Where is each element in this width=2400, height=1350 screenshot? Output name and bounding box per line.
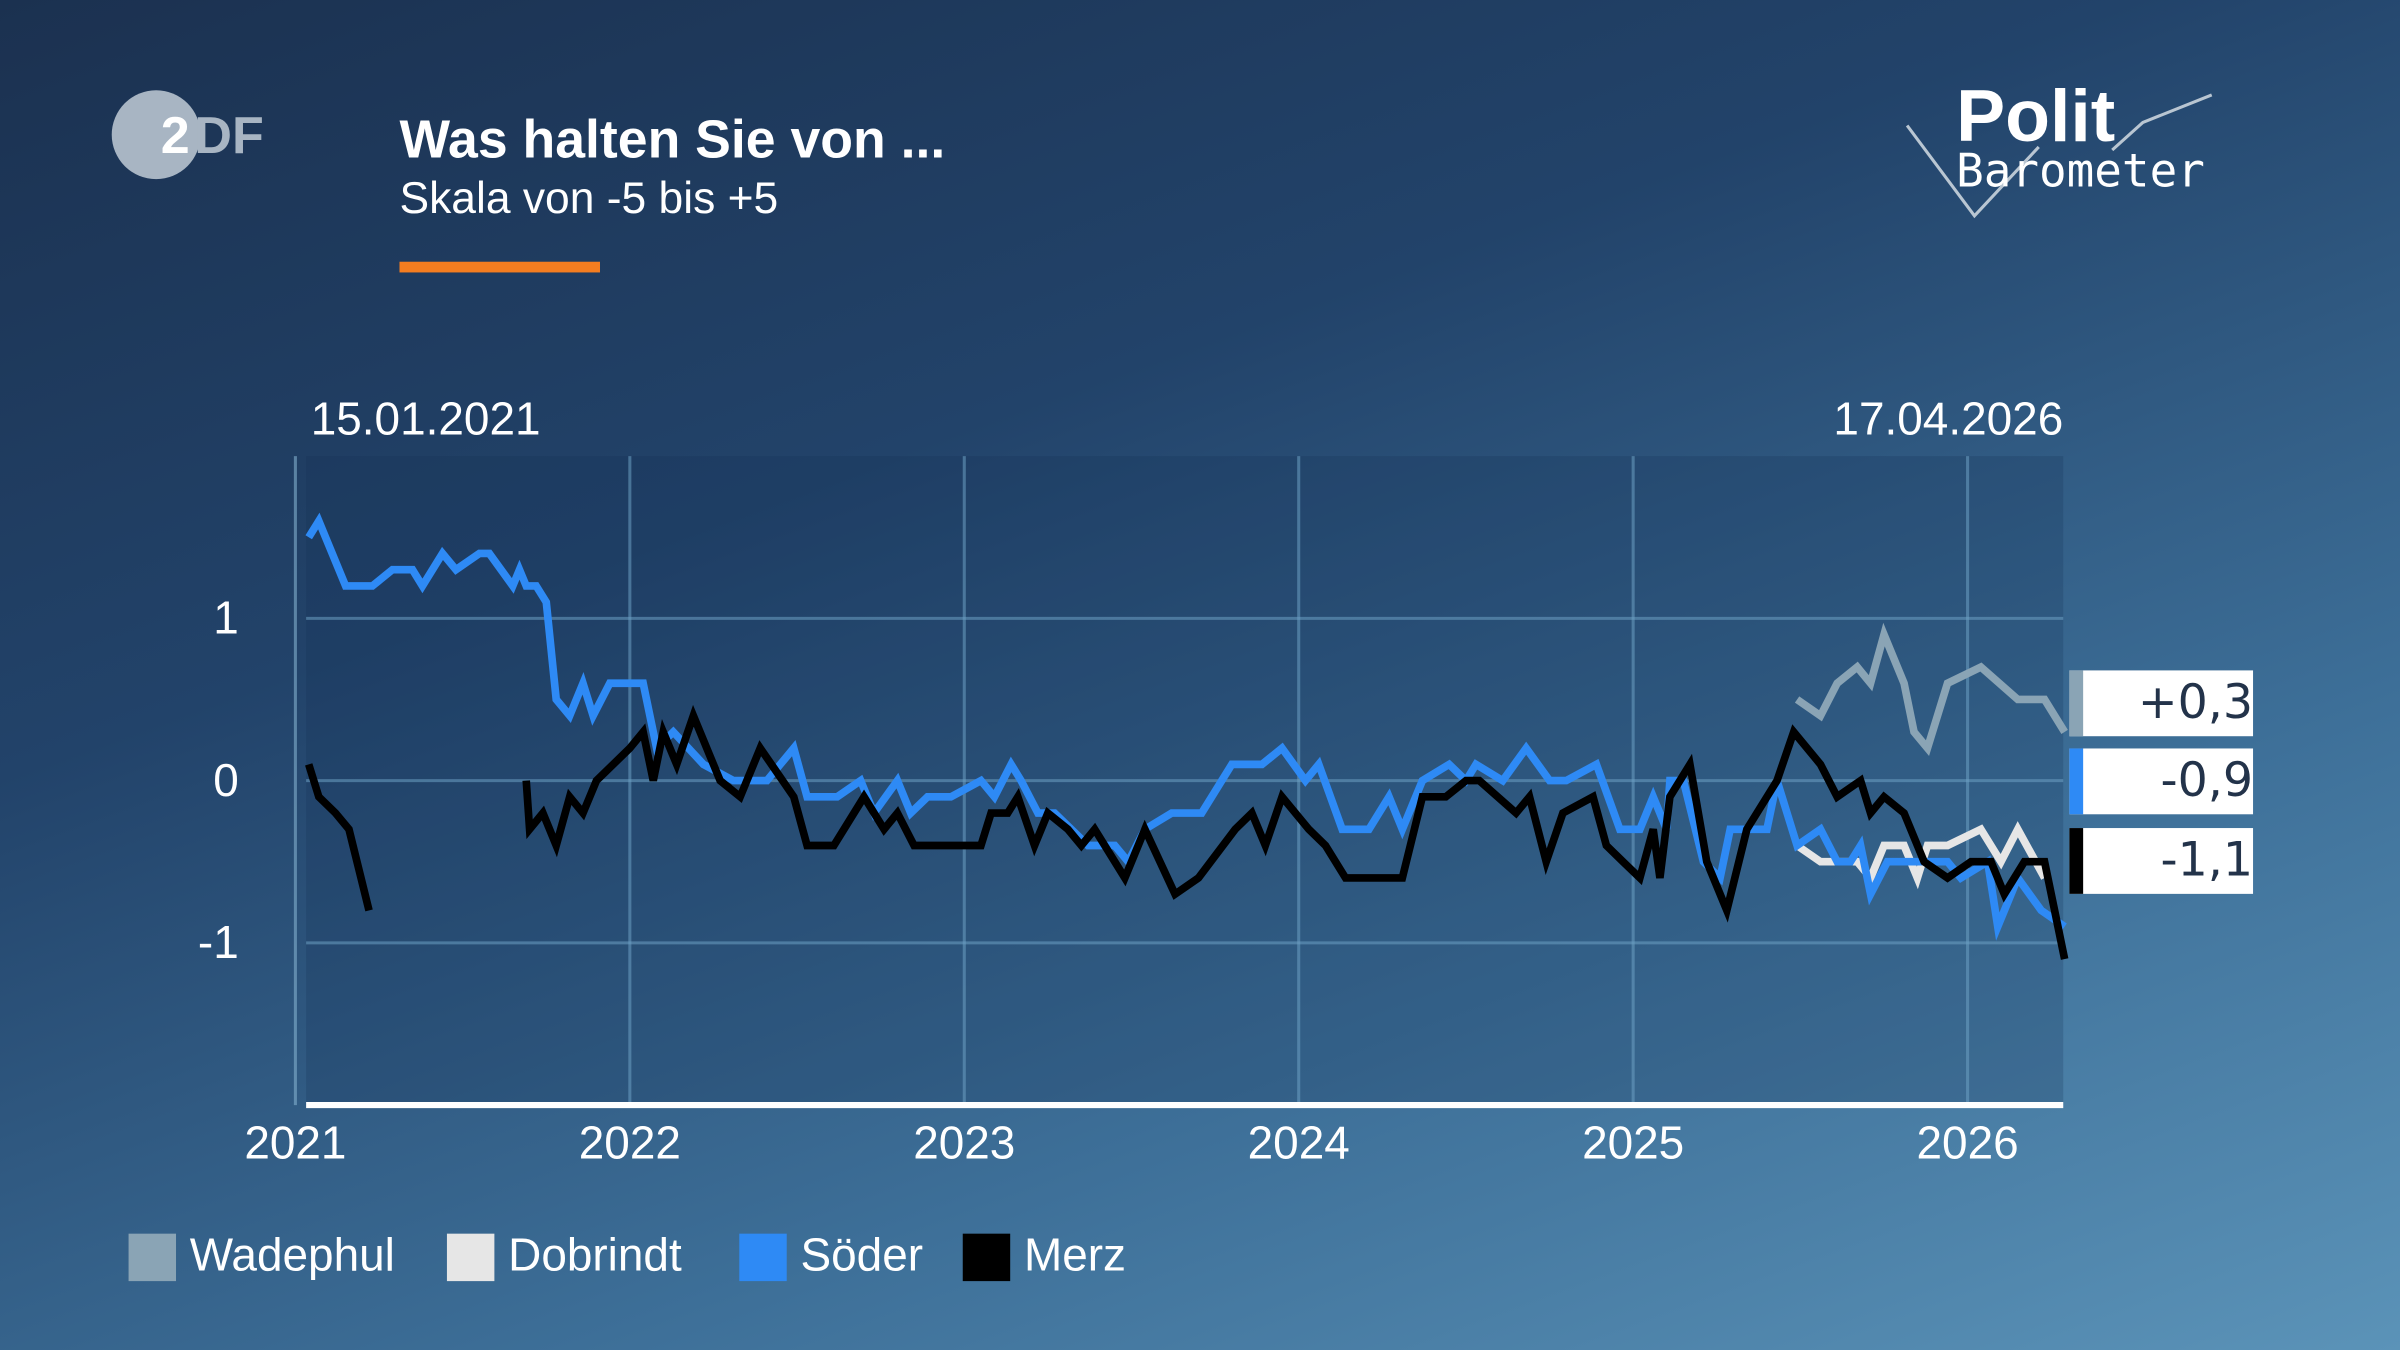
x-tick-label: 2026 — [1917, 1117, 2019, 1169]
legend-label: Merz — [1023, 1230, 1127, 1282]
legend-swatch — [962, 1232, 1011, 1281]
accent-bar — [399, 261, 600, 273]
politbarometer-logo: Polit Barometer — [1905, 74, 2213, 219]
legend-label: Söder — [800, 1230, 924, 1282]
legend-swatch — [739, 1232, 787, 1281]
legend-swatch — [446, 1232, 495, 1281]
legend-item-soeder: Söder — [739, 1231, 923, 1283]
series-line-wadephul — [1794, 622, 2068, 757]
value-box-soeder: -0,9 — [2069, 748, 2254, 815]
series-line-merz — [522, 704, 2069, 960]
series-line-merz — [305, 763, 373, 912]
start-date-label: 15.01.2021 — [310, 394, 541, 446]
svg-text:2: 2 — [161, 107, 190, 165]
value-box-text: -1,1 — [2160, 832, 2254, 888]
legend-label: Wadephul — [189, 1230, 395, 1282]
value-box-merz: -1,1 — [2069, 828, 2254, 894]
x-tick-label: 2021 — [244, 1117, 346, 1169]
legend-item-merz: Merz — [962, 1230, 1127, 1283]
chart-subtitle: Skala von -5 bis +5 — [399, 174, 779, 224]
value-box-color — [2069, 748, 2084, 815]
legend-label: Dobrindt — [508, 1230, 682, 1282]
value-box-text: -0,9 — [2160, 753, 2254, 809]
x-tick-label: 2025 — [1582, 1117, 1684, 1169]
end-date-label: 17.04.2026 — [1833, 394, 2064, 446]
x-tick-label: 2022 — [579, 1117, 681, 1169]
svg-text:Polit: Polit — [1956, 74, 2115, 157]
svg-text:Barometer: Barometer — [1956, 144, 2205, 198]
svg-text:DF: DF — [194, 107, 263, 165]
zdf-logo: 2 DF — [111, 90, 264, 180]
legend-item-wadephul: Wadephul — [128, 1230, 395, 1283]
y-tick-label: 1 — [213, 592, 239, 644]
y-tick-label: -1 — [198, 916, 239, 968]
chart-title: Was halten Sie von ... — [399, 110, 946, 170]
value-box-color — [2069, 828, 2084, 894]
x-tick-label: 2024 — [1248, 1117, 1350, 1169]
legend-swatch — [128, 1232, 177, 1281]
y-tick-label: 0 — [213, 754, 239, 806]
series-line-dobrindt — [1794, 821, 2048, 890]
x-tick-label: 2023 — [913, 1117, 1015, 1169]
value-box-text: +0,3 — [2137, 674, 2254, 731]
legend-item-dobrindt: Dobrindt — [446, 1230, 682, 1283]
value-box-color — [2069, 670, 2084, 737]
value-box-wadephul: +0,3 — [2069, 670, 2254, 737]
